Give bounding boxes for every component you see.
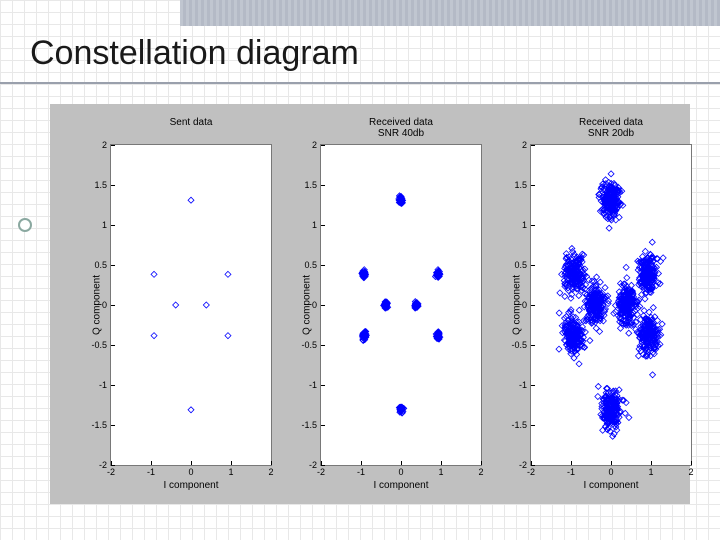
- subplot-0: Sent dataQ componentI component-2-1.5-1-…: [110, 144, 272, 466]
- x-tick-label: 2: [478, 465, 483, 477]
- x-tick-label: 2: [268, 465, 273, 477]
- y-tick-label: -0.5: [301, 340, 321, 350]
- scatter-plot: [111, 145, 271, 465]
- subplot-title: Received data SNR 20db: [531, 117, 691, 139]
- y-tick-label: 0: [312, 300, 321, 310]
- subplot-title: Received data SNR 40db: [321, 117, 481, 139]
- y-tick-label: 0.5: [514, 260, 531, 270]
- x-tick-label: -1: [357, 465, 365, 477]
- y-tick-label: 1.5: [514, 180, 531, 190]
- y-axis-label: Q component: [302, 275, 313, 335]
- x-tick-label: -2: [107, 465, 115, 477]
- subplot-1: Received data SNR 40dbQ componentI compo…: [320, 144, 482, 466]
- scatter-plot: [321, 145, 481, 465]
- slide-top-bar: [180, 0, 720, 26]
- y-tick-label: 0: [102, 300, 111, 310]
- y-tick-label: 1: [102, 220, 111, 230]
- y-tick-label: 1.5: [304, 180, 321, 190]
- x-tick-label: -2: [527, 465, 535, 477]
- x-tick-label: 1: [648, 465, 653, 477]
- y-tick-label: -0.5: [511, 340, 531, 350]
- y-tick-label: 0: [522, 300, 531, 310]
- x-tick-label: 0: [398, 465, 403, 477]
- subplot-2: Received data SNR 20dbQ componentI compo…: [530, 144, 692, 466]
- x-tick-label: -1: [567, 465, 575, 477]
- x-tick-label: 0: [188, 465, 193, 477]
- y-tick-label: -1.5: [301, 420, 321, 430]
- x-tick-label: 1: [438, 465, 443, 477]
- y-axis-label: Q component: [92, 275, 103, 335]
- y-tick-label: -1.5: [91, 420, 111, 430]
- x-axis-label: I component: [531, 480, 691, 491]
- title-rule: [0, 82, 720, 84]
- y-tick-label: -0.5: [91, 340, 111, 350]
- x-tick-label: 0: [608, 465, 613, 477]
- x-axis-label: I component: [111, 480, 271, 491]
- y-tick-label: 1: [522, 220, 531, 230]
- y-tick-label: 1.5: [94, 180, 111, 190]
- y-tick-label: 2: [522, 140, 531, 150]
- x-tick-label: 1: [228, 465, 233, 477]
- x-axis-label: I component: [321, 480, 481, 491]
- y-tick-label: -1: [519, 380, 531, 390]
- y-tick-label: 2: [312, 140, 321, 150]
- y-tick-label: -1: [99, 380, 111, 390]
- y-axis-label: Q component: [512, 275, 523, 335]
- x-tick-mark: [691, 461, 692, 465]
- x-tick-label: -2: [317, 465, 325, 477]
- page-title: Constellation diagram: [30, 34, 359, 73]
- subplot-title: Sent data: [111, 117, 271, 128]
- scatter-plot: [531, 145, 691, 465]
- y-tick-label: 0.5: [94, 260, 111, 270]
- bullet-icon: [18, 218, 32, 232]
- y-tick-label: 0.5: [304, 260, 321, 270]
- x-tick-mark: [271, 461, 272, 465]
- constellation-figure: Sent data Q component I component -2 -1.5 -1 -…: [50, 104, 690, 504]
- x-tick-label: 2: [688, 465, 693, 477]
- x-tick-label: -1: [147, 465, 155, 477]
- y-tick-label: -1.5: [511, 420, 531, 430]
- y-tick-label: -1: [309, 380, 321, 390]
- x-tick-mark: [481, 461, 482, 465]
- y-tick-label: 1: [312, 220, 321, 230]
- y-tick-label: 2: [102, 140, 111, 150]
